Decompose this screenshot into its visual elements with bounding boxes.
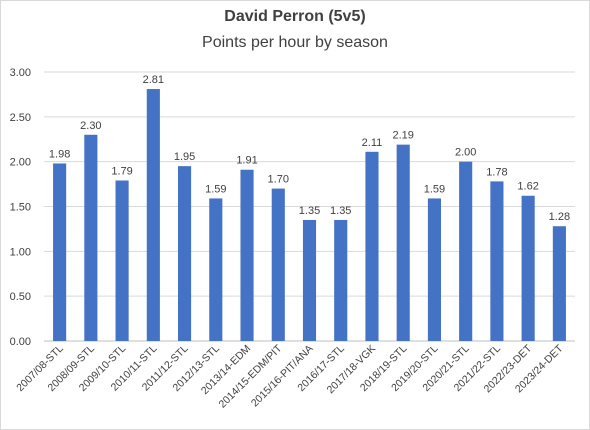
data-label: 1.59: [424, 183, 445, 195]
bar: [490, 181, 504, 341]
data-label: 1.35: [330, 205, 351, 217]
data-label: 1.28: [549, 211, 570, 223]
data-label: 1.91: [236, 155, 257, 167]
y-tick-label: 2.50: [10, 112, 31, 124]
y-axis-tick-labels: 0.00 0.50 1.00 1.50 2.00 2.50 3.00: [10, 67, 31, 348]
data-label: 2.11: [362, 137, 383, 149]
bar: [209, 198, 223, 341]
bar: [146, 89, 160, 341]
data-label: 1.35: [299, 205, 320, 217]
bar: [240, 169, 254, 341]
data-label: 1.78: [486, 166, 507, 178]
chart-subtitle: Points per hour by season: [202, 34, 388, 51]
bar: [177, 166, 192, 341]
bars: [53, 89, 566, 341]
bar: [84, 134, 98, 341]
x-axis-tick-labels: 2007/08-STL2008/09-STL2009/10-STL2010/11…: [14, 342, 566, 410]
data-label: 2.19: [392, 130, 413, 142]
y-tick-label: 0.00: [10, 336, 31, 348]
bar: [53, 163, 67, 341]
bar: [427, 198, 442, 341]
bar: [552, 226, 566, 341]
y-tick-label: 0.50: [10, 291, 31, 303]
data-label: 1.79: [111, 165, 132, 177]
bar: [521, 195, 535, 341]
data-label: 1.62: [517, 181, 538, 193]
y-tick-label: 1.50: [10, 202, 31, 214]
data-label: 1.70: [268, 174, 289, 186]
data-label: 2.00: [455, 147, 476, 159]
bar: [459, 161, 473, 341]
bar: [396, 144, 410, 341]
bar: [115, 180, 129, 341]
y-tick-label: 1.00: [10, 246, 31, 258]
bar: [334, 219, 348, 341]
bar: [302, 219, 317, 341]
data-label: 1.95: [174, 151, 195, 163]
data-labels: 1.98 2.30 1.79 2.81 1.95 1.59 1.91 1.70 1.35 1.35…: [49, 74, 570, 223]
data-label: 1.98: [49, 148, 70, 160]
y-tick-label: 3.00: [10, 67, 31, 79]
data-label: 1.59: [205, 183, 226, 195]
chart-title: David Perron (5v5): [224, 8, 366, 25]
data-label: 2.30: [80, 120, 101, 132]
data-label: 2.81: [143, 74, 164, 86]
y-tick-label: 2.00: [10, 157, 31, 169]
bar: [271, 188, 285, 341]
bar: [365, 151, 379, 341]
